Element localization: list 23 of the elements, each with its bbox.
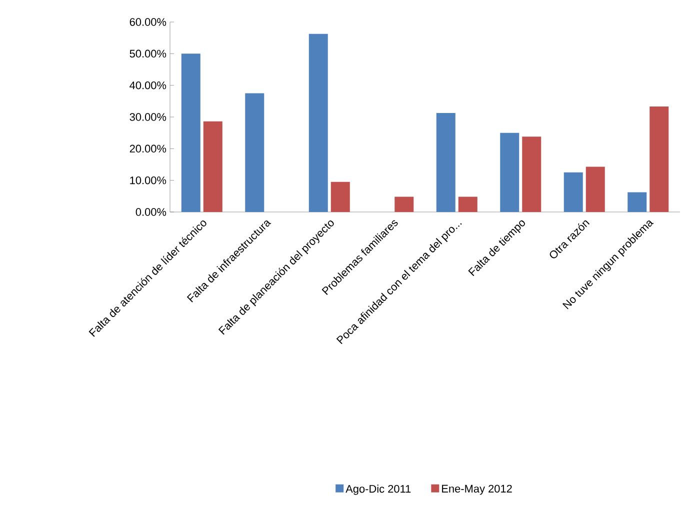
bar: [203, 121, 222, 212]
bar: [522, 136, 542, 212]
legend-label: Ago-Dic 2011: [346, 484, 411, 495]
y-tick-label: 30.00%: [130, 113, 166, 121]
y-tick-label: 40.00%: [130, 81, 166, 90]
bar: [650, 106, 669, 212]
y-tick-label: 0.00%: [136, 208, 166, 216]
bar: [500, 132, 520, 212]
bar: [628, 192, 647, 212]
y-tick-label: 60.00%: [130, 18, 166, 26]
bar: [308, 34, 328, 212]
bar: [436, 113, 456, 212]
bar: [181, 54, 200, 212]
y-tick-label: 20.00%: [130, 144, 166, 153]
legend-label: Ene-May 2012: [442, 484, 512, 495]
bar: [586, 166, 605, 212]
bar: [245, 93, 264, 212]
bar: [394, 196, 414, 212]
y-tick-label: 10.00%: [130, 176, 166, 184]
bar: [330, 182, 350, 212]
bar: [564, 172, 583, 212]
bar: [458, 196, 478, 212]
y-tick-label: 50.00%: [130, 50, 166, 58]
